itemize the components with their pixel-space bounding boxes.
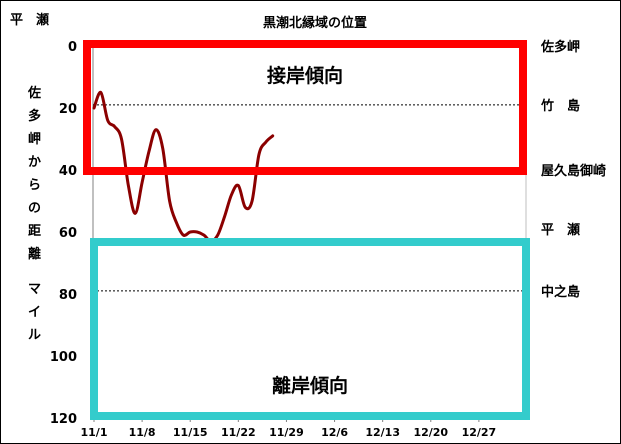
region-label: 離岸傾向 [272, 374, 348, 397]
x-tick-label: 12/13 [365, 426, 400, 439]
x-tick-label: 11/22 [221, 426, 256, 439]
y-tick-label: 40 [59, 164, 77, 179]
chart-title: 黒潮北縁域の位置 [263, 15, 367, 31]
kuroshio-position-line [92, 90, 275, 243]
x-tick-label: 11/1 [81, 426, 108, 439]
region-box-1 [90, 238, 530, 420]
region-box-0 [83, 40, 527, 175]
region-label: 接岸傾向 [267, 64, 343, 87]
corner-label: 平 瀬 [10, 12, 49, 28]
x-tick-label: 12/6 [321, 426, 348, 439]
y-tick-label: 0 [68, 40, 77, 55]
reference-location-label: 佐多岬 [540, 39, 580, 55]
reference-location-label: 屋久島御崎 [541, 163, 606, 179]
x-tick-label: 12/27 [462, 426, 497, 439]
y-tick-label: 20 [59, 102, 77, 117]
x-tick-label: 11/15 [173, 426, 208, 439]
y-tick-label: 80 [59, 288, 77, 303]
x-tick-label: 11/29 [269, 426, 304, 439]
y-tick-label: 100 [50, 350, 77, 365]
x-tick-label: 11/8 [129, 426, 156, 439]
reference-location-label: 竹 島 [540, 98, 580, 114]
reference-location-label: 中之島 [541, 284, 580, 300]
y-axis-label: 佐多岬からの距離 マイル [27, 85, 41, 343]
y-tick-label: 120 [50, 412, 77, 427]
x-tick-label: 12/20 [413, 426, 448, 439]
y-tick-label: 60 [59, 226, 77, 241]
reference-location-label: 平 瀬 [541, 222, 580, 238]
